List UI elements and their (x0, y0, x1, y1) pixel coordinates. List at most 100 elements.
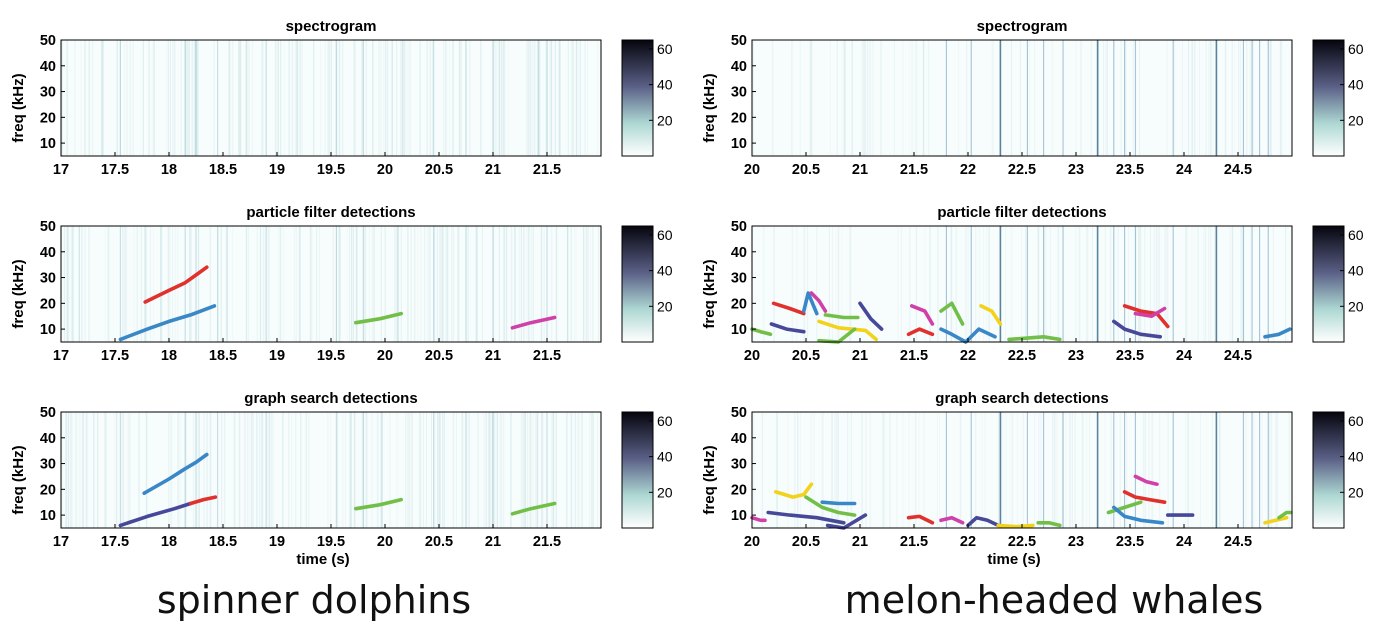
detection-trace-16 (1112, 319, 1162, 339)
x-tick-label: 21 (485, 162, 501, 178)
detection-trace-4 (801, 291, 819, 316)
y-tick-label: 30 (731, 457, 747, 473)
detection-trace-4 (353, 497, 404, 511)
y-tick-label: 40 (731, 245, 747, 261)
x-tick-label: 18.5 (209, 348, 237, 364)
x-tick-label: 18 (161, 348, 177, 364)
colorbar-tick-label: 60 (657, 413, 673, 429)
x-tick-label: 21 (852, 348, 868, 364)
colorbar-tick-label: 40 (657, 263, 673, 279)
x-tick-label: 20 (377, 162, 393, 178)
y-axis-label: freq (kHz) (10, 73, 27, 142)
y-tick-label: 10 (731, 136, 747, 152)
detection-trace-11 (1036, 520, 1062, 528)
colorbar-tick-label: 40 (657, 449, 673, 465)
panel-title: particle filter detections (246, 204, 415, 221)
y-tick-label: 20 (40, 296, 56, 312)
y-tick-label: 20 (731, 482, 747, 498)
colorbar (1312, 39, 1345, 157)
plot-area (61, 40, 601, 156)
plot-area (61, 226, 601, 342)
x-tick-label: 21 (485, 348, 501, 364)
colorbar-tick-label: 60 (1348, 227, 1364, 243)
x-tick-label: 24 (1176, 162, 1192, 178)
y-tick-label: 50 (731, 219, 747, 235)
x-tick-label: 21.5 (533, 162, 561, 178)
detection-trace-10 (996, 523, 1035, 529)
detection-trace-3 (769, 322, 806, 334)
y-tick-label: 30 (40, 271, 56, 287)
detection-trace-7 (906, 514, 935, 525)
x-tick-label: 17.5 (101, 534, 129, 550)
detection-trace-2 (766, 510, 846, 525)
x-tick-label: 20.5 (792, 162, 820, 178)
y-axis-label: freq (kHz) (701, 445, 718, 514)
colorbar-tick-label: 20 (1348, 112, 1364, 128)
x-axis-label: time (s) (296, 551, 349, 568)
plot-area (752, 226, 1292, 342)
x-tick-label: 18.5 (209, 534, 237, 550)
x-tick-label: 21.5 (900, 534, 928, 550)
panel-title: graph search detections (244, 390, 417, 407)
colorbar-tick-label: 20 (1348, 484, 1364, 500)
x-tick-label: 23 (1068, 534, 1084, 550)
spectrogram-texture (753, 412, 1290, 528)
colorbar-tick-label: 60 (657, 41, 673, 57)
y-tick-label: 50 (731, 405, 747, 421)
chart-panel-1: spectrogram 10 20 30 40 50 17 17.5 18 18.5 19 19.5 2… (10, 18, 673, 178)
x-tick-label: 24 (1176, 534, 1192, 550)
colorbar (621, 225, 654, 343)
x-tick-label: 22 (960, 348, 976, 364)
y-axis-label: freq (kHz) (10, 445, 27, 514)
detection-trace-15 (1007, 334, 1062, 342)
x-tick-label: 24.5 (1224, 534, 1252, 550)
y-axis-label: freq (kHz) (701, 73, 718, 142)
detection-trace-9 (966, 515, 1001, 528)
detection-trace-5 (809, 291, 828, 313)
detection-trace-17 (1122, 304, 1170, 329)
chart-panel-5: particle filter detections 10 20 30 40 50 20 20… (701, 204, 1364, 364)
colorbar-tick-label: 40 (657, 77, 673, 93)
x-tick-label: 20 (744, 162, 760, 178)
x-tick-label: 20 (377, 348, 393, 364)
x-tick-label: 20.5 (792, 348, 820, 364)
detection-trace-2 (750, 327, 773, 337)
x-tick-label: 19 (269, 348, 285, 364)
x-tick-label: 21.5 (900, 348, 928, 364)
detection-trace-14 (1122, 490, 1167, 505)
plot-area (61, 412, 601, 528)
colorbar-tick-label: 60 (1348, 41, 1364, 57)
x-tick-label: 21.5 (533, 534, 561, 550)
y-tick-label: 30 (40, 457, 56, 473)
detection-trace-1 (143, 265, 209, 304)
x-tick-label: 17 (53, 162, 69, 178)
y-tick-label: 50 (40, 219, 56, 235)
x-tick-label: 20.5 (425, 534, 453, 550)
y-tick-label: 30 (731, 85, 747, 101)
y-axis-label: freq (kHz) (10, 259, 27, 328)
x-tick-label: 19 (269, 162, 285, 178)
x-tick-label: 20 (744, 348, 760, 364)
x-tick-label: 21 (852, 162, 868, 178)
spectrogram-texture (751, 40, 1283, 156)
x-tick-label: 17 (53, 348, 69, 364)
x-tick-label: 22.5 (1008, 348, 1036, 364)
x-tick-label: 21 (852, 534, 868, 550)
x-tick-label: 24 (1176, 348, 1192, 364)
x-tick-label: 19 (269, 534, 285, 550)
detection-trace-2 (118, 304, 217, 342)
detection-trace-11 (906, 327, 935, 337)
x-tick-label: 18.5 (209, 162, 237, 178)
x-tick-label: 17.5 (101, 162, 129, 178)
x-tick-label: 23.5 (1116, 348, 1144, 364)
x-tick-label: 21.5 (533, 348, 561, 364)
spectrogram-texture (60, 40, 599, 156)
y-tick-label: 10 (731, 322, 747, 338)
detection-trace-1 (750, 515, 767, 523)
detection-trace-12 (939, 301, 965, 326)
x-tick-label: 22 (960, 162, 976, 178)
detection-trace-7 (823, 313, 860, 320)
x-tick-label: 18 (161, 534, 177, 550)
y-tick-label: 50 (731, 33, 747, 49)
